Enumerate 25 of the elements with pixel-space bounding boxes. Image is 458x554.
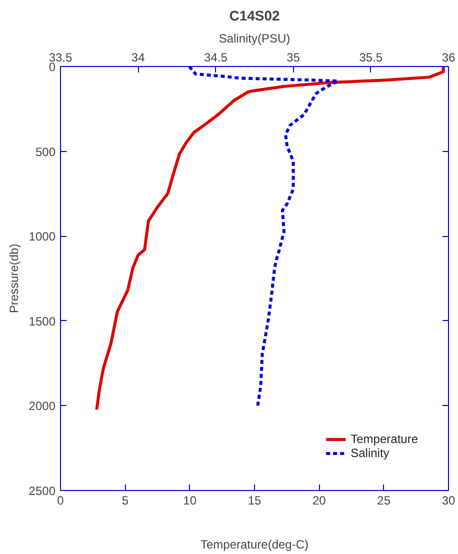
x2-tick-label: 35.5 xyxy=(359,50,383,64)
x-tick-label: 25 xyxy=(377,494,391,508)
x-tick-label: 5 xyxy=(122,494,129,508)
x-tick-label: 20 xyxy=(312,494,326,508)
x-tick-label: 0 xyxy=(57,494,64,508)
y-tick-label: 0 xyxy=(48,60,56,74)
x-tick-label: 10 xyxy=(183,494,197,508)
y-tick-label: 500 xyxy=(35,144,56,159)
x-axis-title: Temperature(deg-C) xyxy=(200,538,309,552)
legend-label: Salinity xyxy=(350,446,390,460)
y-axis-title: Pressure(db) xyxy=(6,244,21,314)
line-series xyxy=(95,66,445,412)
chart-title: C14S02 xyxy=(229,8,280,24)
x2-tick-label: 34 xyxy=(131,50,146,64)
y-tick-label: 1000 xyxy=(28,230,56,244)
legend-label: Temperature xyxy=(350,432,418,446)
x2-tick-label: 36 xyxy=(442,50,456,64)
y-tick-label: 1500 xyxy=(28,314,56,328)
x2-tick-label: 35 xyxy=(286,50,300,64)
x-tick-label: 30 xyxy=(442,494,456,508)
x-tick-label: 15 xyxy=(248,494,262,508)
x2-axis-title: Salinity(PSU) xyxy=(218,32,290,46)
x2-tick-label: 34.5 xyxy=(204,50,228,64)
y-tick-label: 2500 xyxy=(28,484,56,498)
y-tick-label: 2000 xyxy=(28,399,56,414)
